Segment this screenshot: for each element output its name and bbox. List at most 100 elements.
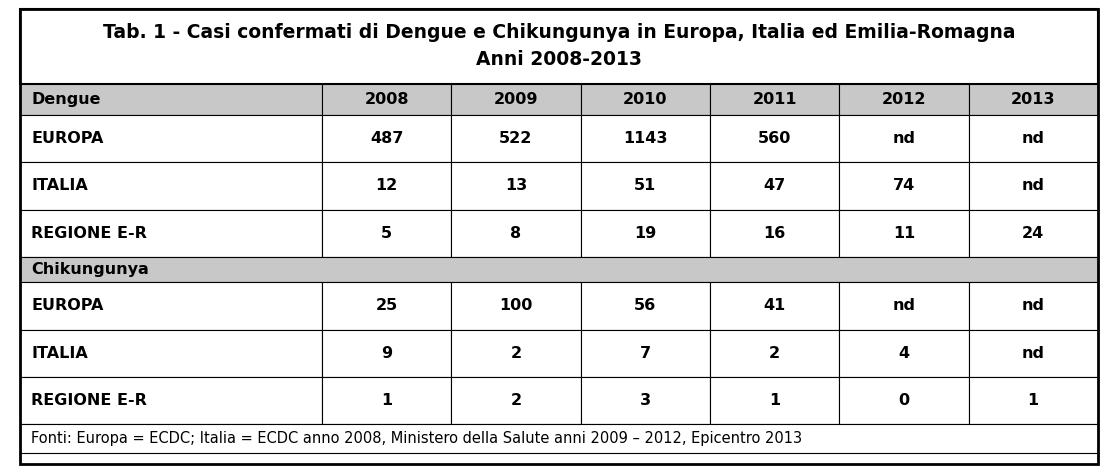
Text: 2012: 2012 [882,92,926,107]
Text: EUROPA: EUROPA [31,131,104,146]
Text: 2011: 2011 [752,92,797,107]
Text: 47: 47 [764,178,786,193]
Bar [20,330,322,377]
Text: 2: 2 [769,346,780,361]
Bar [452,84,580,115]
Text: 1: 1 [381,393,392,408]
Bar [840,210,968,257]
Bar [452,210,580,257]
Bar [580,162,710,210]
Text: nd: nd [892,131,916,146]
Bar [20,115,322,162]
Text: 5: 5 [381,226,392,241]
Bar [968,330,1098,377]
Text: Tab. 1 - Casi confermati di Dengue e Chikungunya in Europa, Italia ed Emilia-Rom: Tab. 1 - Casi confermati di Dengue e Chi… [103,23,1015,43]
Bar [580,377,710,424]
Bar [840,84,968,115]
Bar [322,330,452,377]
Text: 2009: 2009 [494,92,538,107]
Bar [452,115,580,162]
Text: Anni 2008-2013: Anni 2008-2013 [476,50,642,69]
Text: REGIONE E-R: REGIONE E-R [31,226,148,241]
Bar [322,162,452,210]
Bar [20,84,322,115]
Bar [710,282,840,330]
Bar [452,377,580,424]
Text: 2010: 2010 [623,92,667,107]
Bar [452,330,580,377]
Bar [20,282,322,330]
Text: Dengue: Dengue [31,92,101,107]
Text: 11: 11 [893,226,915,241]
Bar [840,377,968,424]
Text: 4: 4 [899,346,909,361]
Text: 19: 19 [634,226,656,241]
Bar [580,84,710,115]
Text: 25: 25 [376,298,398,313]
Bar [840,115,968,162]
Text: 2008: 2008 [364,92,409,107]
Bar [968,115,1098,162]
Text: 2: 2 [510,393,521,408]
Bar [322,282,452,330]
Text: 522: 522 [500,131,532,146]
Text: Fonti: Europa = ECDC; Italia = ECDC anno 2008, Ministero della Salute anni 2009 : Fonti: Europa = ECDC; Italia = ECDC anno… [31,431,803,446]
Text: 51: 51 [634,178,656,193]
Bar [580,330,710,377]
Text: ITALIA: ITALIA [31,178,88,193]
Bar [322,115,452,162]
Text: 487: 487 [370,131,404,146]
Text: Chikungunya: Chikungunya [31,262,149,277]
Bar [968,282,1098,330]
Bar [710,210,840,257]
Text: nd: nd [1022,131,1044,146]
Text: REGIONE E-R: REGIONE E-R [31,393,148,408]
Bar [452,282,580,330]
Bar [20,9,1098,84]
Text: 13: 13 [504,178,527,193]
Bar [20,162,322,210]
Text: 2: 2 [510,346,521,361]
Bar [968,162,1098,210]
Text: 100: 100 [500,298,532,313]
Text: 12: 12 [376,178,398,193]
Bar [840,162,968,210]
Bar [710,115,840,162]
Bar [580,282,710,330]
Text: 74: 74 [893,178,915,193]
Bar [968,377,1098,424]
Text: 9: 9 [381,346,392,361]
Text: 16: 16 [764,226,786,241]
Text: 1: 1 [769,393,780,408]
Text: 3: 3 [639,393,651,408]
Text: 56: 56 [634,298,656,313]
Text: 8: 8 [510,226,521,241]
Bar [840,330,968,377]
Text: 1143: 1143 [623,131,667,146]
Bar [580,115,710,162]
Text: 560: 560 [758,131,792,146]
Bar [710,162,840,210]
Text: ITALIA: ITALIA [31,346,88,361]
Bar [20,377,322,424]
Text: nd: nd [1022,298,1044,313]
Text: 7: 7 [639,346,651,361]
Bar [322,84,452,115]
Bar [840,282,968,330]
Bar [580,210,710,257]
Bar [20,424,1098,453]
Text: 2013: 2013 [1011,92,1055,107]
Text: 1: 1 [1027,393,1039,408]
Text: 41: 41 [764,298,786,313]
Text: EUROPA: EUROPA [31,298,104,313]
Bar [322,210,452,257]
Bar [968,210,1098,257]
Text: nd: nd [1022,178,1044,193]
Text: 0: 0 [899,393,909,408]
Bar [452,162,580,210]
Bar [710,330,840,377]
Bar [710,84,840,115]
Bar [20,257,1098,282]
Bar [322,377,452,424]
Text: nd: nd [892,298,916,313]
